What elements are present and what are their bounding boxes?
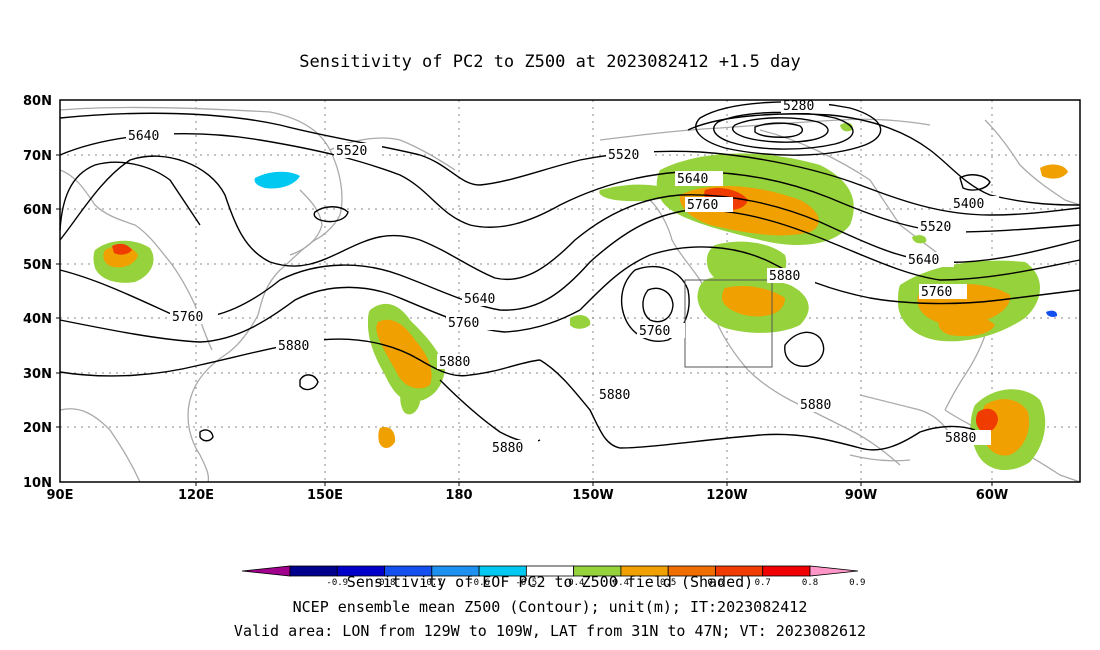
contour-label: 5640 <box>126 128 174 144</box>
map-panel: 5640 5520 5520 5280 5640 5760 5400 5520 … <box>23 94 1081 503</box>
contour-label: 5640 <box>462 291 510 307</box>
colorbar-label: 0.8 <box>802 578 818 588</box>
contour-label: 5880 <box>798 397 846 413</box>
svg-text:5880: 5880 <box>492 441 523 456</box>
colorbar-label: 0.6 <box>707 578 723 588</box>
colorbar-label: 0.9 <box>849 578 865 588</box>
svg-text:5760: 5760 <box>172 310 203 325</box>
contour-label: 5760 <box>919 284 967 300</box>
y-tick-label: 10N <box>23 476 52 491</box>
colorbar-label: -0.6 <box>468 578 490 588</box>
contour-label: 5760 <box>685 197 733 213</box>
svg-text:5760: 5760 <box>448 316 479 331</box>
map-frame <box>59 99 1081 483</box>
svg-text:5760: 5760 <box>687 198 718 213</box>
x-tick-label: 90E <box>47 488 74 503</box>
contour-label: 5520 <box>606 147 654 163</box>
svg-text:5520: 5520 <box>608 148 639 163</box>
contour-label: 5640 <box>675 171 723 187</box>
colorbar-label: -0.5 <box>516 578 538 588</box>
contour-label: 5880 <box>767 268 815 284</box>
contour-label: 5280 <box>781 98 829 114</box>
svg-text:5520: 5520 <box>920 220 951 235</box>
footer-valid-area-caption: Valid area: LON from 129W to 109W, LAT f… <box>234 622 866 640</box>
y-tick-label: 50N <box>23 258 52 273</box>
y-tick-label: 20N <box>23 421 52 436</box>
colorbar-label: -0.9 <box>326 578 348 588</box>
colorbar-label: -0.8 <box>374 578 396 588</box>
colorbar-swatch <box>762 565 811 577</box>
colorbar-label: -0.7 <box>421 578 443 588</box>
svg-text:5280: 5280 <box>783 99 814 114</box>
footer-shading-caption: Sensitivity of EOF PC2 to Z500 field (Sh… <box>347 573 753 591</box>
x-tick-labels: 90E 120E 150E 180 150W 120W 90W 60W <box>47 488 1009 503</box>
contour-label: 5880 <box>597 387 645 403</box>
y-tick-label: 60N <box>23 203 52 218</box>
y-tick-label: 70N <box>23 149 52 164</box>
colorbar-label: -0.4 <box>563 578 585 588</box>
y-tick-labels: 10N 20N 30N 40N 50N 60N 70N 80N <box>23 94 52 491</box>
colorbar: -0.9 -0.8 -0.7 -0.6 -0.5 -0.4 0.4 0.5 0.6 0.7 0.8 0… <box>241 565 865 588</box>
colorbar-swatch <box>289 565 338 577</box>
x-tick-label: 60W <box>976 488 1008 503</box>
contour-label: 5400 <box>951 196 999 212</box>
svg-text:5640: 5640 <box>464 292 495 307</box>
sensitivity-shading <box>93 122 1068 471</box>
colorbar-label: 0.5 <box>660 578 676 588</box>
contour-label: 5880 <box>490 440 538 456</box>
contour-label: 5760 <box>637 323 685 339</box>
x-tick-label: 180 <box>445 488 472 503</box>
x-tick-label: 150E <box>307 488 343 503</box>
svg-text:5640: 5640 <box>128 129 159 144</box>
svg-text:5640: 5640 <box>908 253 939 268</box>
contour-label: 5760 <box>446 315 494 331</box>
x-tick-label: 90W <box>845 488 877 503</box>
coastlines <box>59 106 1081 483</box>
y-tick-label: 30N <box>23 367 52 382</box>
contour-label: 5520 <box>334 143 382 159</box>
footer-contour-caption: NCEP ensemble mean Z500 (Contour); unit(… <box>293 598 808 616</box>
contour-label: 5880 <box>943 430 991 446</box>
contour-label: 5640 <box>906 252 954 268</box>
contour-label: 5760 <box>170 309 218 325</box>
contour-label: 5880 <box>437 354 485 370</box>
svg-text:5400: 5400 <box>953 197 984 212</box>
contour-labels: 5640 5520 5520 5280 5640 5760 5400 5520 … <box>126 98 999 456</box>
contour-label: 5880 <box>276 338 324 354</box>
contour-label: 5520 <box>918 219 966 235</box>
svg-text:5760: 5760 <box>921 285 952 300</box>
svg-text:5880: 5880 <box>769 269 800 284</box>
svg-text:5640: 5640 <box>677 172 708 187</box>
svg-text:5760: 5760 <box>639 324 670 339</box>
svg-text:5520: 5520 <box>336 144 367 159</box>
map-title: Sensitivity of PC2 to Z500 at 2023082412… <box>299 52 801 72</box>
svg-text:5880: 5880 <box>439 355 470 370</box>
colorbar-swatch <box>809 565 859 577</box>
x-tick-label: 120E <box>178 488 214 503</box>
y-tick-label: 80N <box>23 94 52 109</box>
colorbar-swatch <box>241 565 291 577</box>
y-tick-label: 40N <box>23 312 52 327</box>
svg-text:5880: 5880 <box>599 388 630 403</box>
x-tick-label: 150W <box>572 488 613 503</box>
svg-text:5880: 5880 <box>278 339 309 354</box>
tick-marks <box>56 154 993 486</box>
colorbar-label: 0.4 <box>613 578 629 588</box>
colorbar-label: 0.7 <box>755 578 771 588</box>
x-tick-label: 120W <box>706 488 747 503</box>
svg-text:5880: 5880 <box>800 398 831 413</box>
svg-text:5880: 5880 <box>945 431 976 446</box>
